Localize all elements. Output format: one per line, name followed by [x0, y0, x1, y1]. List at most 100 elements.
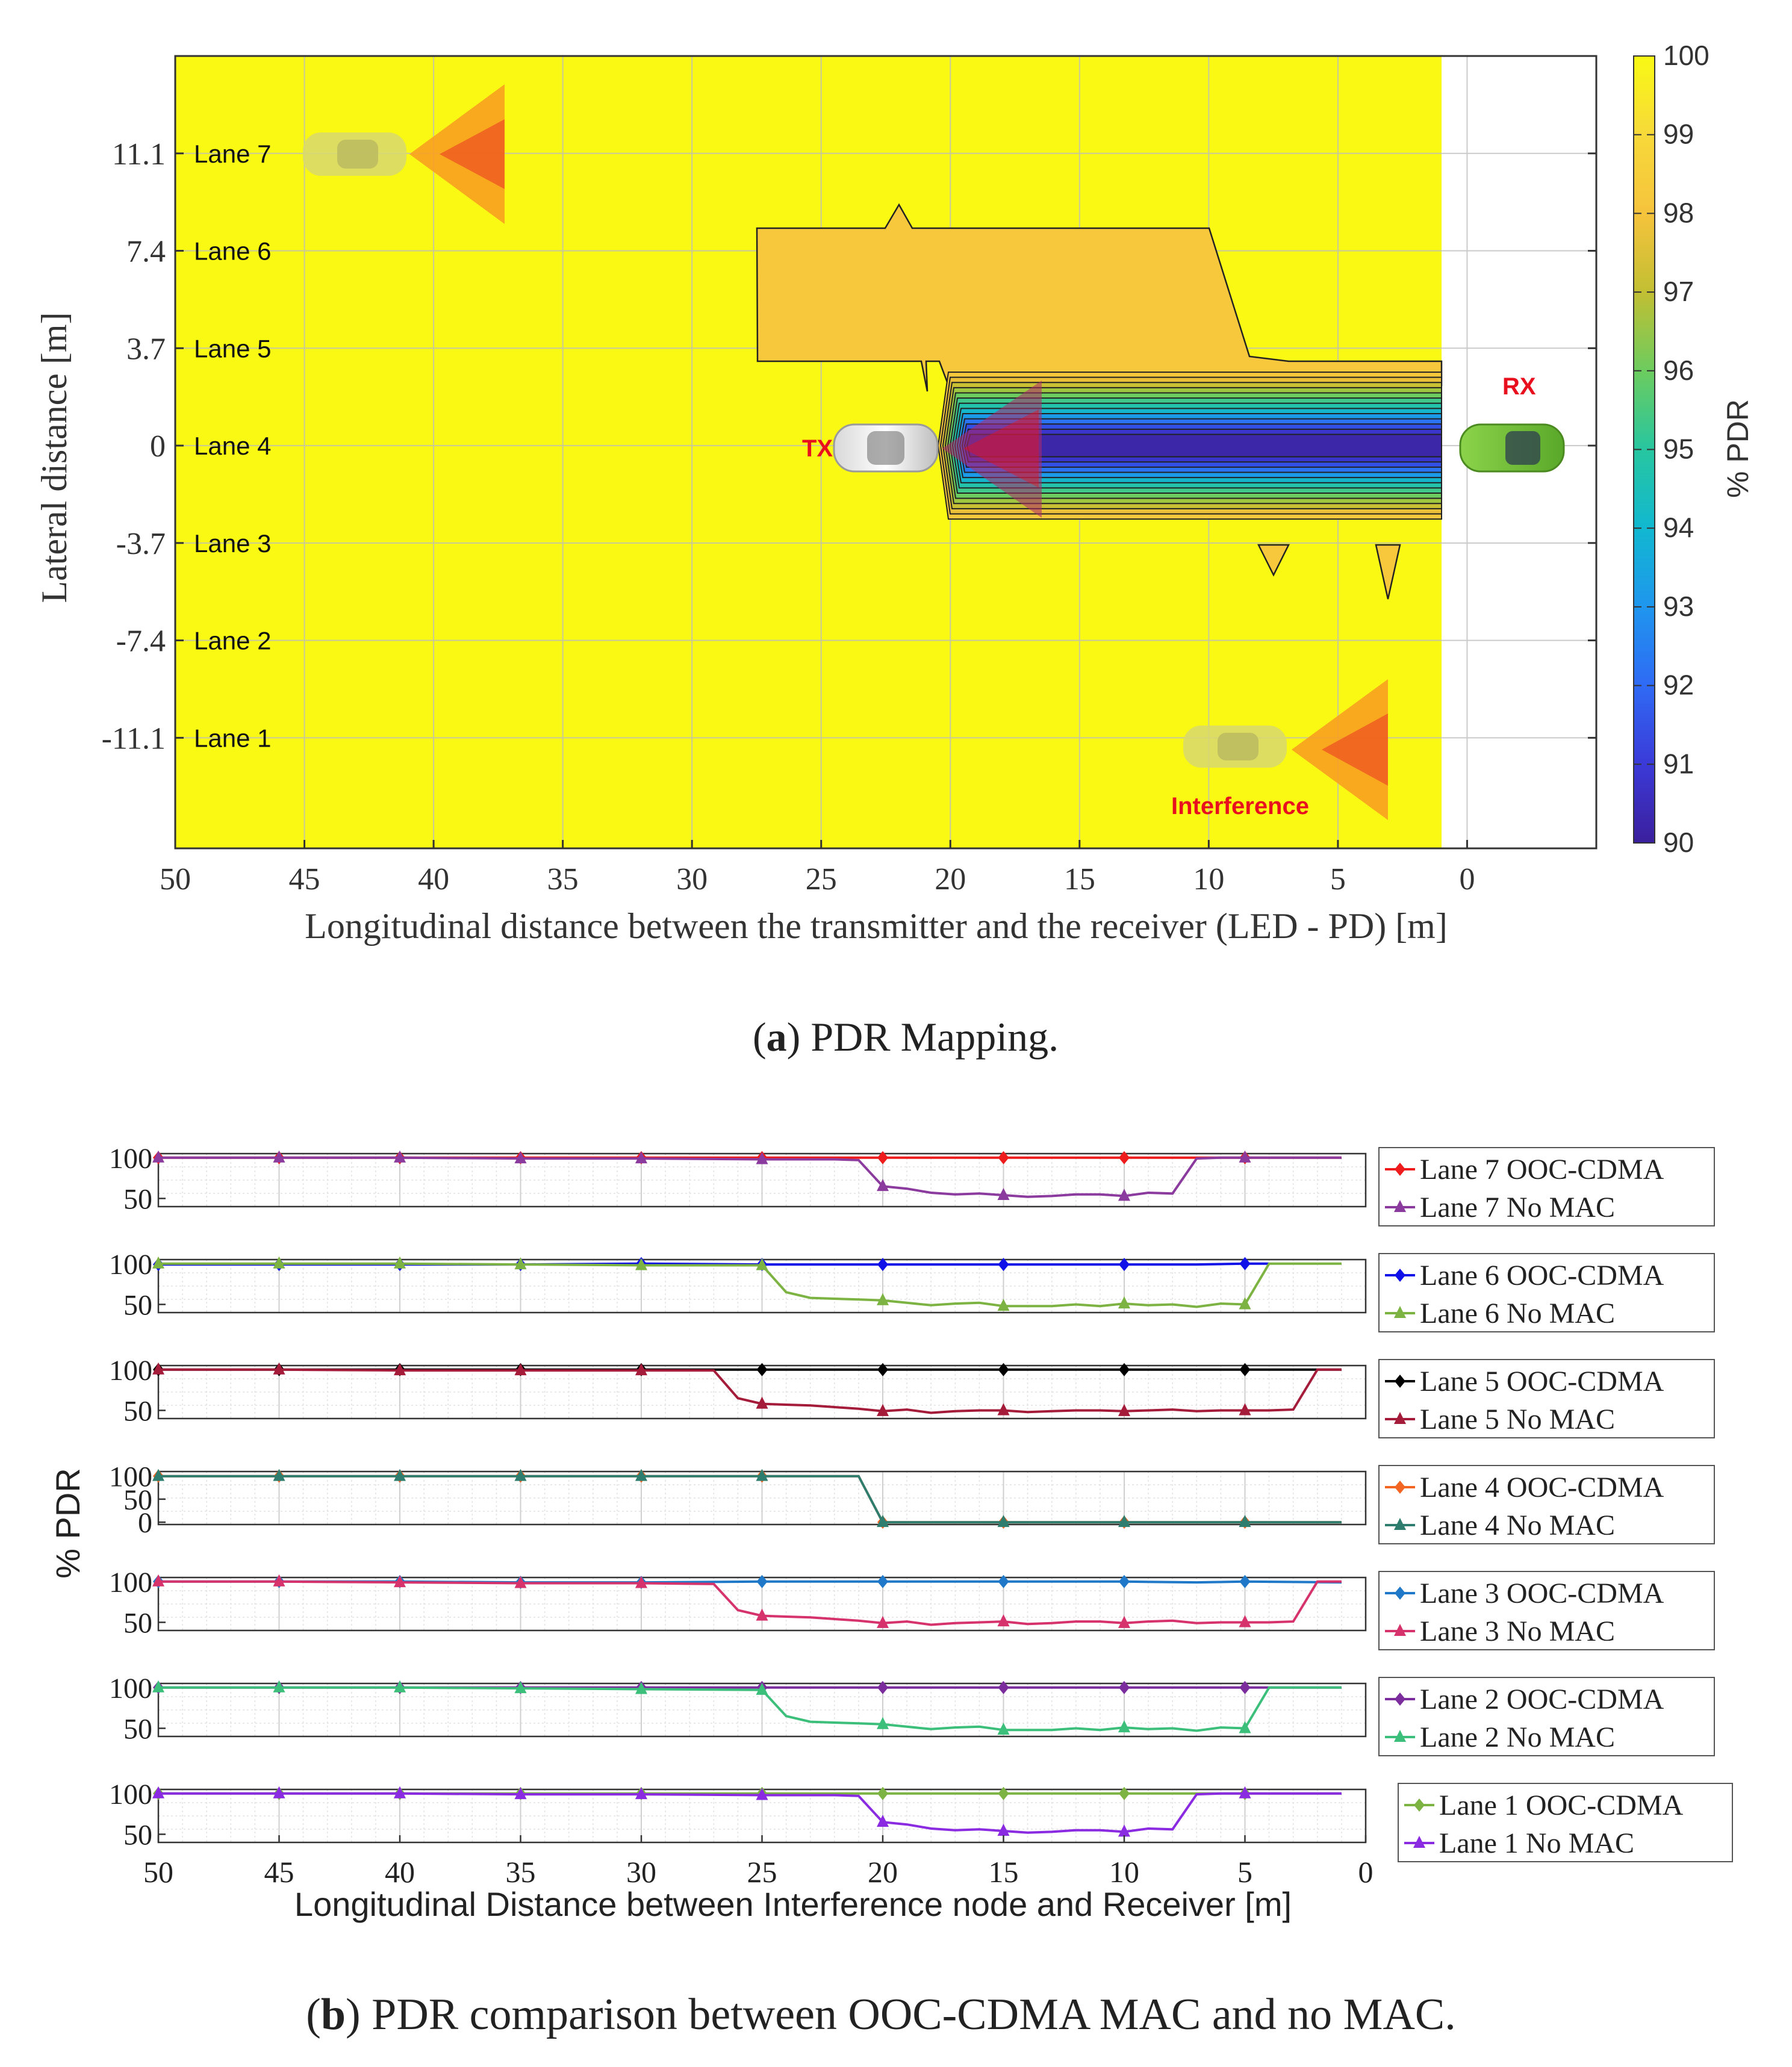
legend-label: Lane 4 No MAC: [1420, 1509, 1615, 1541]
colorbar-tick-label: 100: [1663, 40, 1710, 71]
x-tick-label-a: 10: [1193, 862, 1224, 897]
series-point-triangle: [394, 1363, 406, 1376]
series-point-triangle: [1239, 1615, 1251, 1627]
panel-y-tick-label: 100: [109, 1461, 152, 1493]
tx-car: [833, 423, 939, 473]
y-tick-label-a: 3.7: [126, 332, 166, 366]
tx-label: TX: [802, 435, 833, 462]
panel-y-tick-label: 50: [123, 1395, 152, 1427]
series-point-triangle: [152, 1680, 164, 1692]
legend-label: Lane 6 No MAC: [1420, 1298, 1615, 1329]
panel-y-tick-label: 50: [123, 1183, 152, 1215]
pdr-dip-1: [1257, 544, 1290, 577]
series-point-diamond: [756, 1574, 768, 1588]
colorbar-tick-label: 93: [1663, 591, 1694, 622]
series-point-triangle: [394, 1256, 406, 1269]
legend-label: Lane 1 No MAC: [1439, 1827, 1634, 1859]
x-tick-label-b: 35: [506, 1855, 536, 1889]
x-tick-label-a: 25: [806, 862, 837, 897]
series-line: [158, 1792, 1342, 1834]
panel-y-tick-label: 100: [109, 1567, 152, 1599]
series-point-triangle: [273, 1469, 285, 1481]
axes-a: 50 45 40 35 30 25 20 15 10 5 011.17.43.70-3.7-7.4-…: [102, 137, 1596, 897]
x-tick-label-a: 35: [547, 862, 579, 897]
x-tick-label-b: 50: [143, 1855, 173, 1889]
series-point-triangle: [877, 1179, 889, 1192]
series-point-triangle: [152, 1256, 164, 1269]
series-point-triangle: [1239, 1403, 1251, 1416]
series-point-triangle: [394, 1469, 406, 1481]
series-point-triangle: [756, 1469, 768, 1481]
colorbar-ticks: 100 99 98 97 96 95 94 93 92 91 90: [1634, 40, 1710, 858]
series-point-triangle: [514, 1787, 527, 1800]
pdr-shadow: [937, 371, 1442, 520]
legend-swatch-marker: [1394, 1518, 1406, 1530]
interference-car: [1183, 726, 1287, 768]
panel-lane-7: 100 50 Lane 7 OOC-CDMA Lane 7 No MAC: [109, 1143, 1715, 1226]
x-tick-label-b: 10: [1109, 1855, 1139, 1889]
legend-swatch-marker: [1394, 1624, 1406, 1636]
lane-label: Lane 6: [194, 237, 271, 266]
series-point-triangle: [514, 1681, 527, 1694]
colorbar-tick-label: 97: [1663, 276, 1694, 307]
series-line: [158, 1686, 1342, 1732]
legend-box: [1378, 1677, 1715, 1756]
series-point-triangle: [1118, 1403, 1130, 1416]
series-point-triangle: [273, 1574, 285, 1587]
x-tick-label-b: 5: [1237, 1855, 1252, 1889]
series-point-triangle: [514, 1576, 527, 1588]
x-tick-label-a: 0: [1459, 862, 1475, 897]
series-point-diamond: [1119, 1151, 1130, 1164]
x-tick-label-b: 25: [747, 1855, 777, 1889]
series-point-triangle: [1239, 1297, 1251, 1310]
panel-legend: Lane 2 OOC-CDMA Lane 2 No MAC: [1378, 1677, 1715, 1756]
panel-legend: Lane 1 OOC-CDMA Lane 1 No MAC: [1398, 1783, 1733, 1862]
panel-lane-6: 100 50 Lane 6 OOC-CDMA Lane 6 No MAC: [109, 1249, 1715, 1332]
panel-legend: Lane 4 OOC-CDMA Lane 4 No MAC: [1378, 1465, 1715, 1544]
caption-b-letter: b: [321, 1990, 346, 2039]
series-point-triangle: [1118, 1515, 1130, 1528]
series-point-triangle: [273, 1786, 285, 1798]
series-point-diamond: [998, 1363, 1009, 1376]
series-point-triangle: [394, 1680, 406, 1692]
x-tick-label-b: 45: [264, 1855, 294, 1889]
interference-label: Interference: [1171, 793, 1309, 819]
series-point-diamond: [1239, 1363, 1251, 1376]
series-point-triangle: [1239, 1515, 1251, 1528]
y-axis-label-a: Lateral distance [m]: [34, 312, 74, 603]
series-point-triangle: [1118, 1615, 1130, 1628]
caption-a-letter: a: [767, 1014, 787, 1060]
series-point-diamond: [1119, 1786, 1130, 1800]
series-point-diamond: [877, 1151, 888, 1164]
panel-legend: Lane 7 OOC-CDMA Lane 7 No MAC: [1378, 1147, 1715, 1226]
caption-b-text: PDR comparison between OOC-CDMA MAC and …: [372, 1990, 1456, 2039]
legend-label: Lane 4 OOC-CDMA: [1420, 1472, 1664, 1503]
series-point-diamond: [1119, 1680, 1130, 1694]
x-tick-label-b: 40: [385, 1855, 415, 1889]
series-point-triangle: [877, 1515, 889, 1528]
legend-label: Lane 5 No MAC: [1420, 1403, 1615, 1435]
x-tick-label-a: 15: [1064, 862, 1095, 897]
series-point-triangle: [635, 1682, 647, 1694]
series-point-triangle: [997, 1299, 1010, 1311]
series-point-triangle: [1118, 1720, 1130, 1733]
series-point-diamond: [877, 1786, 888, 1800]
legend-swatch-marker: [1413, 1836, 1425, 1848]
panel-y-tick-label: 50: [123, 1484, 152, 1516]
series-line: [158, 1262, 1342, 1308]
lane-label: Lane 5: [194, 334, 271, 362]
y-tick-label-a: -3.7: [116, 527, 166, 561]
interference-beam-inner: [1322, 713, 1388, 786]
panel-legend: Lane 5 OOC-CDMA Lane 5 No MAC: [1378, 1359, 1715, 1438]
panel-lane-5: 100 50 Lane 5 OOC-CDMA Lane 5 No MAC: [109, 1355, 1715, 1438]
series-point-triangle: [514, 1469, 527, 1481]
panel-legend: Lane 6 OOC-CDMA Lane 6 No MAC: [1378, 1253, 1715, 1332]
series-point-triangle: [756, 1608, 768, 1621]
series-point-triangle: [1239, 1786, 1251, 1798]
lane-label: Lane 1: [194, 724, 271, 752]
series-point-triangle: [152, 1150, 164, 1163]
legend-swatch-marker: [1395, 1481, 1405, 1494]
series-point-triangle: [394, 1150, 406, 1163]
series-point-diamond: [1119, 1574, 1130, 1588]
series-point-triangle: [394, 1575, 406, 1588]
